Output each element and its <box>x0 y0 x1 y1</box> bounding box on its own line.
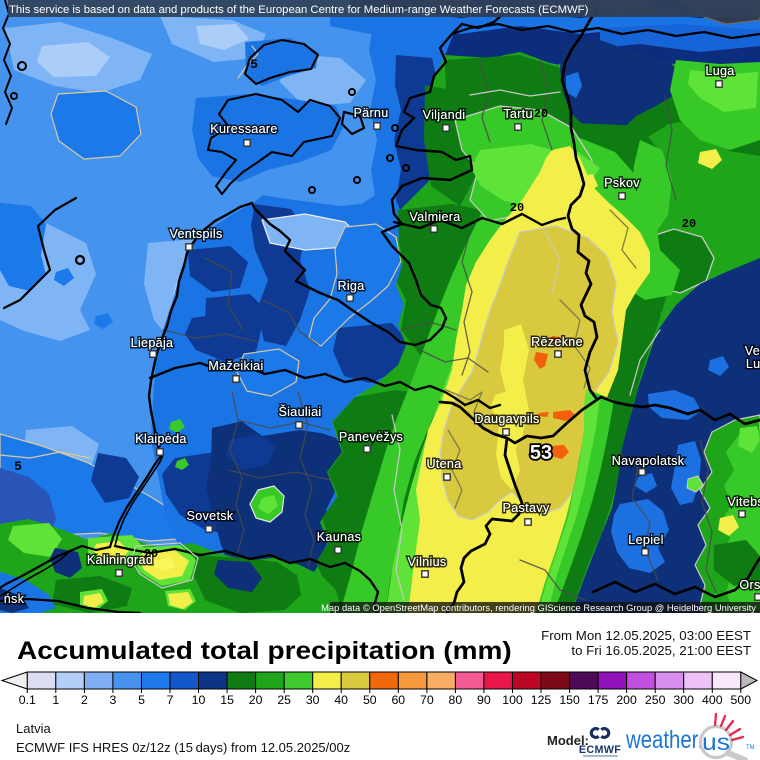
svg-text:Pskov: Pskov <box>604 176 640 190</box>
svg-text:us: us <box>702 729 730 755</box>
svg-text:53: 53 <box>530 442 552 464</box>
svg-text:Mažeikiai: Mažeikiai <box>208 359 263 373</box>
svg-text:Kaliningrad: Kaliningrad <box>87 553 153 567</box>
svg-text:Ors: Ors <box>739 578 760 592</box>
svg-text:Klaipėda: Klaipėda <box>135 432 186 446</box>
svg-text:1: 1 <box>52 693 59 707</box>
svg-text:Daugavpils: Daugavpils <box>474 412 539 426</box>
svg-text:Tartu: Tartu <box>503 107 533 121</box>
svg-text:Pastavy: Pastavy <box>503 501 550 515</box>
svg-text:500: 500 <box>731 693 752 707</box>
svg-text:Vel: Vel <box>745 344 760 358</box>
svg-text:Tartu: Tartu <box>503 107 533 121</box>
svg-text:Luki: Luki <box>746 357 760 371</box>
svg-text:Daugavpils: Daugavpils <box>474 412 539 426</box>
svg-text:weather.: weather. <box>625 726 703 754</box>
svg-text:200: 200 <box>616 693 637 707</box>
svg-text:ECMWF: ECMWF <box>579 744 621 756</box>
svg-text:Viljandi: Viljandi <box>423 108 466 122</box>
svg-text:25: 25 <box>277 693 291 707</box>
svg-text:400: 400 <box>702 693 723 707</box>
svg-text:Vilnius: Vilnius <box>408 555 447 569</box>
svg-text:Pastavy: Pastavy <box>503 501 550 515</box>
svg-text:15: 15 <box>220 693 234 707</box>
svg-text:30: 30 <box>306 693 320 707</box>
svg-text:Panevėžys: Panevėžys <box>339 430 403 444</box>
svg-text:Panevėžys: Panevėžys <box>339 430 403 444</box>
svg-text:100: 100 <box>502 693 523 707</box>
svg-text:Riga: Riga <box>337 279 364 293</box>
svg-text:150: 150 <box>559 693 580 707</box>
svg-text:This service is based on data: This service is based on data and produc… <box>9 4 589 16</box>
svg-text:Riga: Riga <box>337 279 364 293</box>
svg-text:7: 7 <box>167 693 174 707</box>
svg-text:Lepiel: Lepiel <box>628 533 663 547</box>
svg-text:Map data © OpenStreetMap contr: Map data © OpenStreetMap contributors, r… <box>321 602 756 613</box>
svg-text:TM: TM <box>746 745 755 751</box>
svg-text:20: 20 <box>510 201 524 215</box>
svg-text:ńsk: ńsk <box>4 592 25 606</box>
svg-text:80: 80 <box>449 693 463 707</box>
svg-text:ńsk: ńsk <box>4 592 25 606</box>
svg-text:20: 20 <box>534 107 548 121</box>
svg-text:Kaunas: Kaunas <box>317 530 362 544</box>
svg-text:Pskov: Pskov <box>604 176 640 190</box>
svg-text:Vitebsk: Vitebsk <box>727 495 760 509</box>
svg-text:5: 5 <box>250 57 258 72</box>
svg-text:Luga: Luga <box>705 64 734 78</box>
svg-text:Mažeikiai: Mažeikiai <box>208 359 263 373</box>
svg-text:10: 10 <box>192 693 206 707</box>
svg-text:5: 5 <box>138 693 145 707</box>
svg-text:Rēzekne: Rēzekne <box>531 335 583 349</box>
svg-text:Liepāja: Liepāja <box>131 336 174 350</box>
svg-text:Vilnius: Vilnius <box>408 555 447 569</box>
svg-text:3: 3 <box>109 693 116 707</box>
svg-text:Kaliningrad: Kaliningrad <box>87 553 153 567</box>
svg-text:0.1: 0.1 <box>19 693 36 707</box>
svg-text:Viljandi: Viljandi <box>423 108 466 122</box>
svg-text:Valmiera: Valmiera <box>409 210 460 224</box>
svg-text:Luga: Luga <box>705 64 734 78</box>
svg-text:Sovetsk: Sovetsk <box>187 509 234 523</box>
svg-text:Navapolatsk: Navapolatsk <box>612 454 685 468</box>
svg-text:Navapolatsk: Navapolatsk <box>612 454 685 468</box>
svg-text:Kuressaare: Kuressaare <box>210 122 277 136</box>
svg-text:50: 50 <box>363 693 377 707</box>
svg-text:Valmiera: Valmiera <box>409 210 460 224</box>
svg-text:Ventspils: Ventspils <box>169 227 222 241</box>
svg-text:Kuressaare: Kuressaare <box>210 122 277 136</box>
svg-text:2: 2 <box>81 693 88 707</box>
svg-text:175: 175 <box>588 693 609 707</box>
svg-text:250: 250 <box>645 693 666 707</box>
svg-text:Vel: Vel <box>745 344 760 358</box>
svg-text:90: 90 <box>477 693 491 707</box>
svg-text:300: 300 <box>673 693 694 707</box>
svg-text:Utena: Utena <box>426 457 461 471</box>
svg-text:70: 70 <box>420 693 434 707</box>
svg-text:Pärnu: Pärnu <box>353 106 388 120</box>
svg-text:Sovetsk: Sovetsk <box>187 509 234 523</box>
svg-text:Šiauliai: Šiauliai <box>278 404 321 419</box>
svg-text:Luki: Luki <box>746 357 760 371</box>
svg-text:60: 60 <box>391 693 405 707</box>
svg-text:20: 20 <box>249 693 263 707</box>
svg-text:Kaunas: Kaunas <box>317 530 362 544</box>
svg-text:20: 20 <box>144 547 158 561</box>
svg-text:Vitebsk: Vitebsk <box>727 495 760 509</box>
svg-text:125: 125 <box>531 693 552 707</box>
svg-text:5: 5 <box>14 459 22 474</box>
svg-text:Pärnu: Pärnu <box>353 106 388 120</box>
svg-text:Klaipėda: Klaipėda <box>135 432 186 446</box>
svg-text:Lepiel: Lepiel <box>628 533 663 547</box>
svg-text:Ors: Ors <box>739 578 760 592</box>
svg-text:Utena: Utena <box>426 457 461 471</box>
svg-text:20: 20 <box>682 217 696 231</box>
svg-text:Rēzekne: Rēzekne <box>531 335 583 349</box>
svg-text:40: 40 <box>334 693 348 707</box>
svg-text:Liepāja: Liepāja <box>131 336 174 350</box>
svg-text:Ventspils: Ventspils <box>169 227 222 241</box>
svg-text:Šiauliai: Šiauliai <box>278 404 321 419</box>
